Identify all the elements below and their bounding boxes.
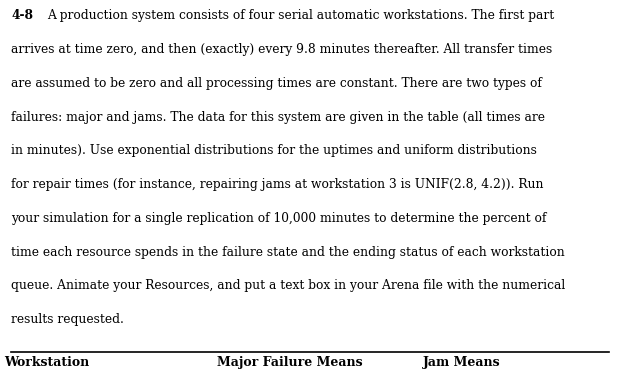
Text: Jam Means: Jam Means xyxy=(423,356,501,368)
Text: queue. Animate your Resources, and put a text box in your Arena file with the nu: queue. Animate your Resources, and put a… xyxy=(11,279,565,292)
Text: 4-8: 4-8 xyxy=(11,9,33,22)
Text: A production system consists of four serial automatic workstations. The first pa: A production system consists of four ser… xyxy=(47,9,554,22)
Text: in minutes). Use exponential distributions for the uptimes and uniform distribut: in minutes). Use exponential distributio… xyxy=(11,144,537,157)
Text: are assumed to be zero and all processing times are constant. There are two type: are assumed to be zero and all processin… xyxy=(11,77,542,90)
Text: Major Failure Means: Major Failure Means xyxy=(217,356,363,368)
Text: failures: major and jams. The data for this system are given in the table (all t: failures: major and jams. The data for t… xyxy=(11,111,545,124)
Text: time each resource spends in the failure state and the ending status of each wor: time each resource spends in the failure… xyxy=(11,246,565,259)
Text: your simulation for a single replication of 10,000 minutes to determine the perc: your simulation for a single replication… xyxy=(11,212,547,225)
Text: results requested.: results requested. xyxy=(11,313,124,326)
Text: Workstation: Workstation xyxy=(4,356,89,368)
Text: for repair times (for instance, repairing jams at workstation 3 is UNIF(2.8, 4.2: for repair times (for instance, repairin… xyxy=(11,178,544,191)
Text: arrives at time zero, and then (exactly) every 9.8 minutes thereafter. All trans: arrives at time zero, and then (exactly)… xyxy=(11,43,552,56)
